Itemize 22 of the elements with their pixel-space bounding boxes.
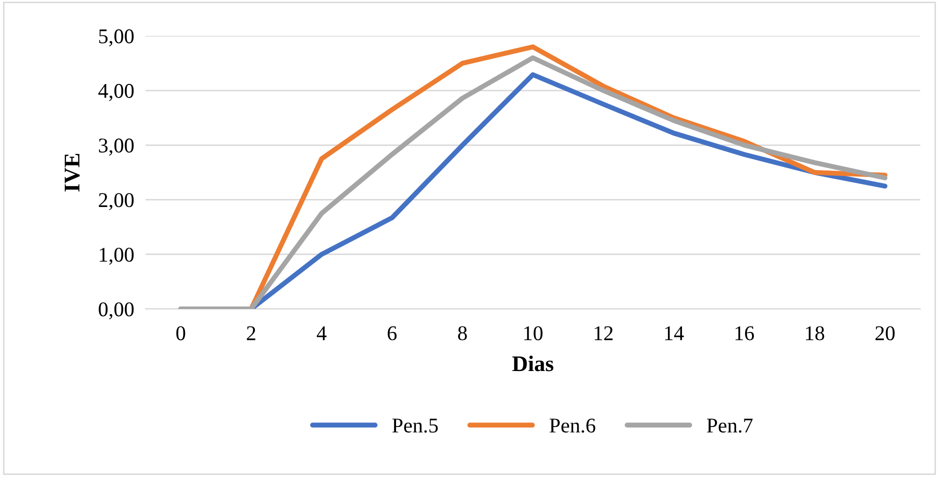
y-tick-label: 4,00	[98, 84, 134, 101]
legend-label: Pen.7	[706, 418, 753, 433]
x-tick-label: 18	[806, 326, 824, 340]
x-tick-label: 10	[524, 326, 543, 340]
y-tick-label: 2,00	[98, 193, 134, 210]
x-tick-label: 14	[665, 326, 684, 340]
x-tick-label: 12	[594, 326, 613, 340]
x-tick-label: 4	[316, 326, 326, 340]
legend-label: Pen.5	[392, 418, 438, 433]
x-tick-label: 8	[458, 326, 467, 340]
x-tick-label: 20	[876, 326, 895, 340]
x-tick-label: 2	[246, 326, 256, 340]
legend-label: Pen.6	[550, 418, 596, 433]
y-tick-label: 0,00	[98, 302, 134, 320]
x-tick-label: 0	[176, 326, 186, 340]
y-tick-label: 3,00	[98, 138, 134, 156]
y-tick-label: 1,00	[100, 248, 134, 265]
y-axis-title: IVE	[64, 154, 80, 192]
y-tick-label: 5,00	[99, 29, 134, 46]
x-tick-label: 6	[388, 326, 397, 340]
x-axis-title: Dias	[512, 356, 554, 372]
x-tick-label: 16	[736, 326, 754, 340]
